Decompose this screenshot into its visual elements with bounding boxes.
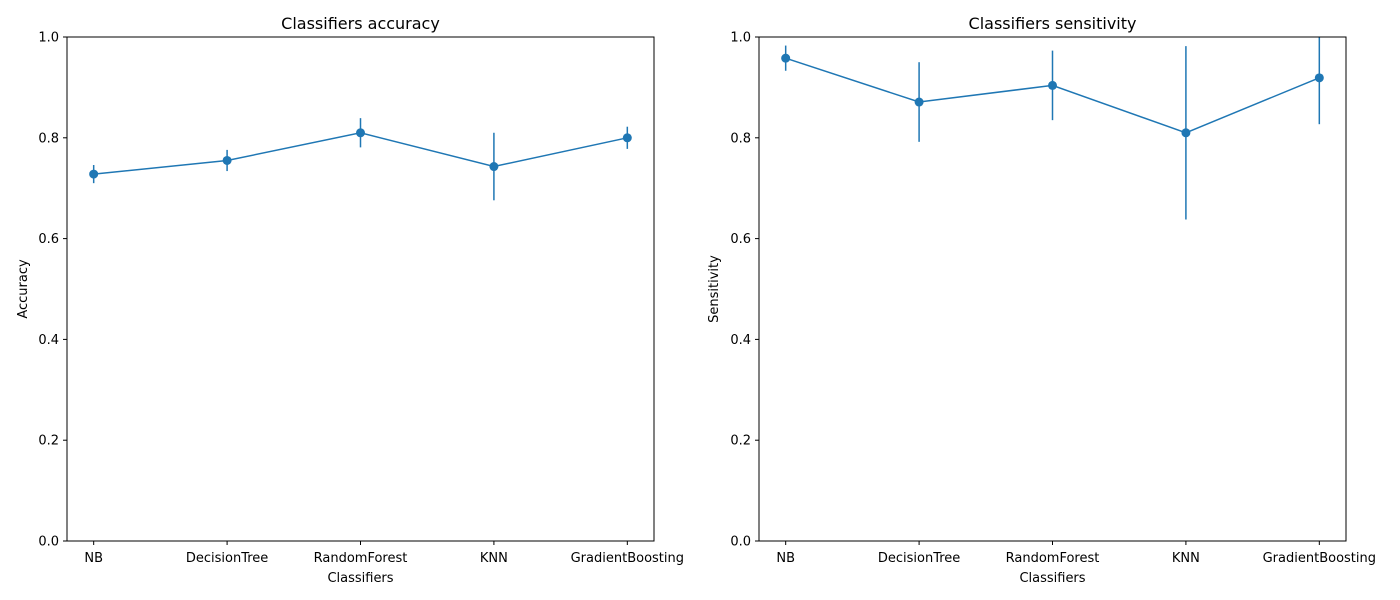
x-tick-label: KNN (480, 551, 508, 566)
data-point (622, 133, 632, 143)
y-tick-label: 0.0 (38, 535, 59, 550)
sensitivity-chart: Classifiers sensitivity Classifiers Sens… (707, 14, 1376, 586)
y-tick-label: 0.8 (38, 131, 59, 146)
x-tick-label: NB (84, 551, 103, 566)
x-axis-label: Classifiers (327, 571, 393, 586)
y-tick-label: 0.0 (730, 535, 751, 550)
x-tick-label: KNN (1172, 551, 1200, 566)
x-tick-label: GradientBoosting (1263, 551, 1376, 566)
data-point (356, 128, 365, 138)
data-point (914, 97, 924, 107)
chart-title: Classifiers accuracy (281, 14, 440, 33)
x-tick-label: NB (776, 551, 795, 566)
data-point (1181, 128, 1191, 138)
plot-area: 0.0 0.2 0.4 0.6 0.8 1.0 NB DecisionTree RandomFo… (38, 31, 684, 567)
x-axis-label: Classifiers (1019, 571, 1085, 586)
data-point (222, 155, 232, 165)
y-axis-label: Accuracy (16, 259, 31, 319)
y-tick-label: 0.8 (730, 131, 751, 146)
y-tick-label: 0.4 (730, 333, 751, 348)
data-marks (781, 37, 1324, 220)
accuracy-chart: Classifiers accuracy Classifiers Accurac… (16, 14, 684, 586)
axes-frame (758, 36, 1347, 542)
data-point (489, 162, 499, 172)
y-tick-label: 0.6 (730, 232, 751, 247)
x-tick-label: RandomForest (314, 551, 408, 566)
y-tick-label: 1.0 (730, 31, 751, 46)
y-tick-label: 0.6 (38, 232, 59, 247)
y-tick-label: 0.2 (730, 434, 751, 449)
data-point (1048, 80, 1057, 90)
data-point (1314, 73, 1324, 83)
x-tick-label: DecisionTree (878, 551, 960, 566)
x-tick-label: DecisionTree (186, 551, 268, 566)
x-tick-label: RandomForest (1006, 551, 1100, 566)
data-point (781, 53, 791, 63)
data-marks (89, 118, 632, 201)
chart-title: Classifiers sensitivity (969, 14, 1137, 33)
y-tick-label: 1.0 (38, 31, 59, 46)
x-tick-label: GradientBoosting (571, 551, 684, 566)
plot-area: 0.0 0.2 0.4 0.6 0.8 1.0 NB DecisionTree RandomFo… (730, 31, 1376, 567)
data-point (89, 169, 99, 179)
y-axis-label: Sensitivity (707, 255, 722, 323)
y-tick-label: 0.4 (38, 333, 59, 348)
y-tick-label: 0.2 (38, 434, 59, 449)
axes-frame (66, 36, 655, 542)
